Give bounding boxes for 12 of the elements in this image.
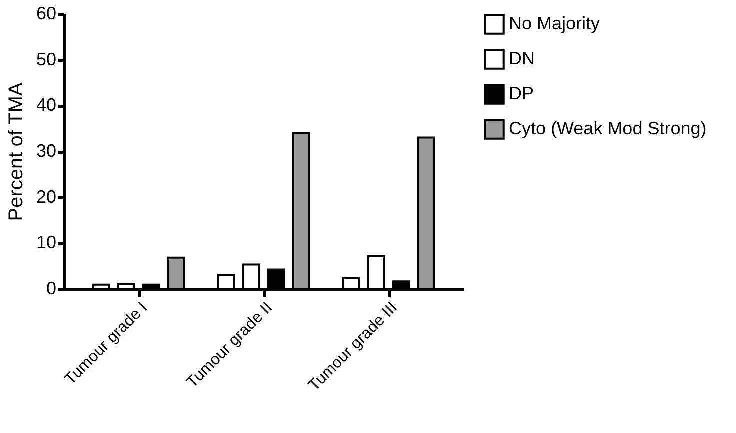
y-tick-label: 30 [36,141,56,161]
legend-label: DP [509,84,534,104]
legend-label: DN [509,48,535,68]
y-tick-label: 50 [36,49,56,70]
y-tick-label: 20 [36,186,56,207]
y-tick-label: 60 [36,4,56,24]
y-tick-label: 10 [36,232,56,253]
y-tick-label: 0 [46,278,56,298]
legend-label: No Majority [509,14,600,34]
legend-label: Cyto (Weak Mod Strong) [509,118,707,138]
y-tick-label: 40 [36,95,56,116]
y-axis-title: Percent of TMA [5,82,28,222]
